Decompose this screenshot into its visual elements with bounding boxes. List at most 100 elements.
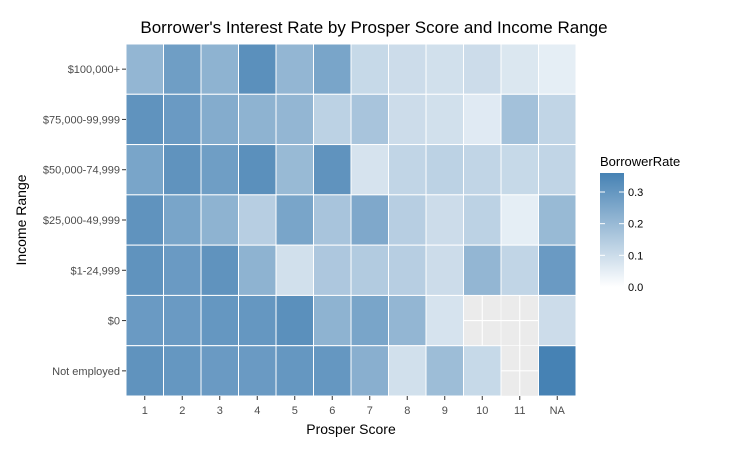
heatmap-cell	[313, 93, 352, 146]
x-tick-label: 4	[254, 405, 260, 417]
heatmap-cell	[350, 144, 389, 196]
y-axis-title: Income Range	[13, 174, 29, 265]
heatmap-cell	[388, 43, 427, 95]
heatmap-cell	[313, 294, 352, 347]
x-tick-label: 7	[367, 405, 373, 417]
heatmap-cell	[275, 144, 314, 196]
heatmap-cell	[163, 244, 202, 296]
heatmap-cell	[275, 294, 314, 347]
heatmap-cell	[200, 144, 239, 196]
heatmap-cell	[538, 93, 577, 146]
heatmap-cell	[238, 194, 277, 246]
heatmap-cell	[538, 345, 577, 397]
heatmap-cell	[350, 93, 389, 146]
heatmap-cell	[125, 93, 164, 146]
heatmap-cell	[125, 294, 164, 347]
chart-title: Borrower's Interest Rate by Prosper Scor…	[140, 18, 607, 37]
y-tick-label: $1-24,999	[70, 265, 120, 277]
heatmap-cell	[500, 194, 539, 246]
y-tick-label: $50,000-74,999	[43, 165, 120, 177]
x-axis-ticks: 1 2 3 4 5 6 7 8 9 10 11 NA	[142, 396, 566, 417]
heatmap-cell	[313, 194, 352, 246]
y-tick-label: $0	[108, 316, 120, 328]
heatmap-cell	[238, 294, 277, 347]
heatmap-cell	[200, 194, 239, 246]
x-tick-label: 10	[476, 405, 488, 417]
heatmap-cell	[500, 43, 539, 95]
heatmap-cell	[388, 244, 427, 296]
heatmap-cell	[163, 194, 202, 246]
heatmap-cell	[238, 43, 277, 95]
heatmap-cell	[538, 144, 577, 196]
x-tick-label: 1	[142, 405, 148, 417]
heatmap-cell	[313, 43, 352, 95]
heatmap-cell	[163, 144, 202, 196]
heatmap-cell	[425, 93, 464, 146]
y-tick-label: Not employed	[52, 366, 120, 378]
heatmap-cell	[425, 194, 464, 246]
heatmap-cell	[125, 43, 164, 95]
heatmap-cell	[425, 345, 464, 397]
y-tick-label: $100,000+	[68, 64, 120, 76]
heatmap-cell	[500, 144, 539, 196]
heatmap-cell	[200, 294, 239, 347]
heatmap-cell	[388, 194, 427, 246]
x-axis-title: Prosper Score	[306, 421, 396, 437]
heatmap-cell	[463, 194, 502, 246]
heatmap-cell	[275, 93, 314, 146]
legend-tick-label: 0.0	[628, 282, 643, 294]
heatmap-cell	[275, 345, 314, 397]
heatmap-cell	[200, 93, 239, 146]
heatmap-cell	[425, 244, 464, 296]
heatmap-cell	[463, 144, 502, 196]
heatmap-cell	[350, 294, 389, 347]
x-tick-label: 9	[442, 405, 448, 417]
heatmap-cell	[238, 144, 277, 196]
y-tick-label: $75,000-99,999	[43, 114, 120, 126]
x-tick-label: 3	[217, 405, 223, 417]
legend-ticks: 0.0 0.1 0.2 0.3	[600, 187, 643, 294]
heatmap-cell	[313, 244, 352, 296]
heatmap-cell	[538, 194, 577, 246]
heatmap-cell	[463, 43, 502, 95]
heatmap-cell	[463, 244, 502, 296]
legend-tick-label: 0.2	[628, 219, 643, 231]
heatmap-cell	[350, 194, 389, 246]
y-axis-ticks: $100,000+ $75,000-99,999 $50,000-74,999 $25…	[43, 64, 126, 378]
heatmap-cell	[163, 43, 202, 95]
heatmap-cell	[388, 294, 427, 347]
legend: BorrowerRate 0.0 0.1 0.2 0.3	[600, 154, 680, 294]
heatmap-cell	[200, 244, 239, 296]
legend-title: BorrowerRate	[600, 154, 680, 169]
heatmap-cell	[275, 43, 314, 95]
heatmap-cell	[463, 345, 502, 397]
heatmap-cell	[125, 244, 164, 296]
heatmap-cell	[538, 244, 577, 296]
heatmap-cell	[238, 244, 277, 296]
heatmap-cell	[425, 144, 464, 196]
heatmap-cell	[388, 93, 427, 146]
heatmap-cell	[350, 43, 389, 95]
heatmap-cell	[425, 43, 464, 95]
heatmap-cell	[163, 345, 202, 397]
heatmap-cell	[200, 43, 239, 95]
heatmap-cell	[238, 93, 277, 146]
heatmap-cell	[313, 345, 352, 397]
heatmap-cell	[125, 144, 164, 196]
x-tick-label: NA	[550, 405, 566, 417]
heatmap-cell	[388, 345, 427, 397]
heatmap-cell	[313, 144, 352, 196]
heatmap-cell	[538, 43, 577, 95]
legend-tick-label: 0.3	[628, 187, 643, 199]
heatmap-cell	[388, 144, 427, 196]
heatmap-cell	[425, 294, 464, 347]
heatmap-cell	[275, 244, 314, 296]
x-tick-label: 11	[514, 405, 525, 417]
heatmap-cell	[163, 93, 202, 146]
x-tick-label: 2	[179, 405, 185, 417]
heatmap-cell	[500, 93, 539, 146]
x-tick-label: 5	[292, 405, 298, 417]
heatmap-cell	[538, 294, 577, 347]
heatmap-cell	[163, 294, 202, 347]
